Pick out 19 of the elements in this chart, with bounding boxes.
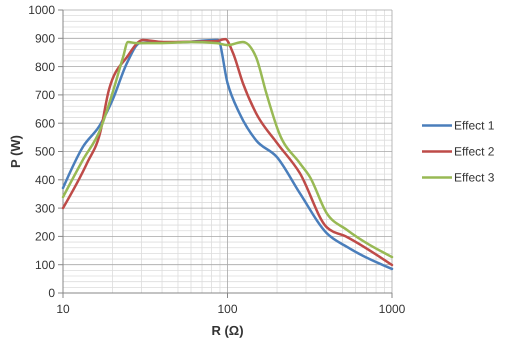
y-tick-label: 500 xyxy=(34,144,56,159)
legend-label: Effect 3 xyxy=(454,170,495,185)
y-tick-label: 700 xyxy=(34,88,56,102)
x-tick-label: 1000 xyxy=(378,302,406,316)
legend-label: Effect 1 xyxy=(454,118,495,133)
y-tick-label: 0 xyxy=(48,286,56,300)
y-tick-label: 600 xyxy=(34,116,56,130)
y-tick-label: 200 xyxy=(34,230,56,244)
y-tick-label: 100 xyxy=(34,258,56,272)
y-tick-label: 300 xyxy=(34,201,56,216)
x-tick-label: 100 xyxy=(217,302,238,316)
y-tick-label: 1000 xyxy=(28,3,56,18)
y-tick-label: 900 xyxy=(34,32,56,46)
y-tick-label: 400 xyxy=(34,173,56,187)
legend-label: Effect 2 xyxy=(454,144,495,159)
y-axis-title: P (W) xyxy=(8,135,23,168)
x-tick-label: 10 xyxy=(56,302,70,316)
y-tick-label: 800 xyxy=(34,60,56,74)
x-axis-title: R (Ω) xyxy=(211,323,244,338)
